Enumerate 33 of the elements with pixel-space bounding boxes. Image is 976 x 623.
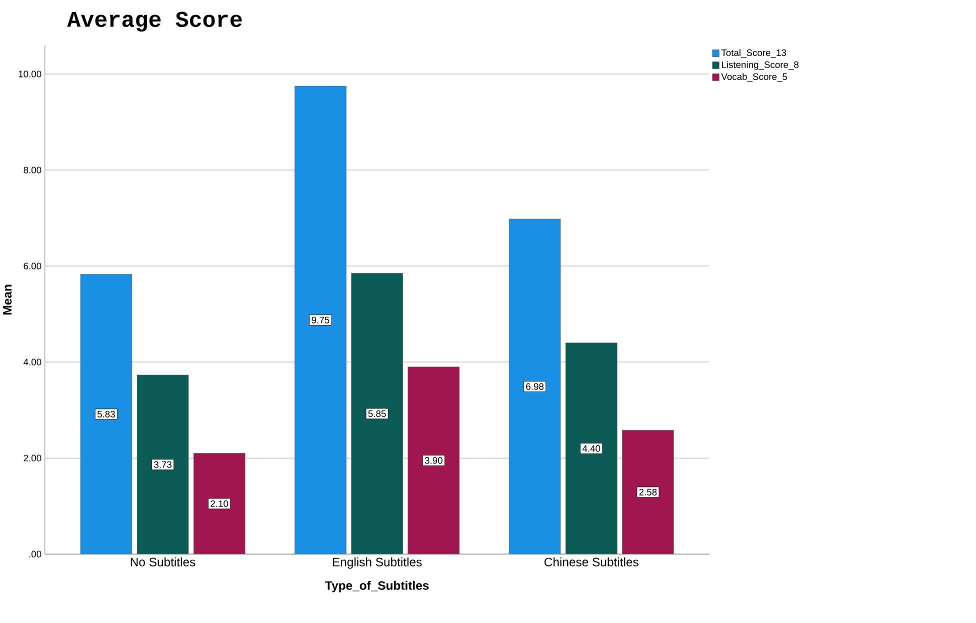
y-axis-title: Mean — [3, 284, 12, 314]
y-tick-label: 4.00 — [24, 358, 42, 366]
data-label: 6.98 — [526, 383, 544, 390]
data-label: 3.73 — [154, 461, 172, 468]
x-tick-label: No Subtitles — [130, 557, 196, 566]
bar — [351, 273, 403, 554]
bar — [193, 453, 246, 554]
y-tick-label: 6.00 — [24, 262, 42, 270]
legend-label: Listening_Score_8 — [722, 61, 799, 70]
data-label: 3.90 — [424, 457, 442, 464]
bar — [80, 274, 132, 554]
legend-label: Total_Score_13 — [721, 49, 786, 58]
bar — [136, 374, 189, 554]
data-label: 5.85 — [368, 410, 386, 418]
data-label: 9.75 — [312, 316, 330, 324]
bar — [622, 430, 674, 554]
data-label: 5.83 — [97, 410, 115, 418]
bar — [408, 366, 460, 554]
legend-label: Vocab_Score_5 — [721, 73, 788, 82]
x-axis-title: Type_of_Subtitles — [325, 580, 429, 592]
y-tick-label: 8.00 — [24, 166, 42, 174]
chart-title: Average Score — [67, 12, 242, 32]
x-tick-label: Chinese Subtitles — [544, 557, 638, 566]
data-label: 2.58 — [639, 488, 657, 496]
data-label: 2.10 — [210, 500, 228, 508]
y-tick-label: 2.00 — [24, 454, 42, 462]
bar — [508, 218, 561, 554]
data-label: 4.40 — [582, 445, 600, 452]
x-tick-label: English Subtitles — [332, 557, 422, 569]
bar — [565, 342, 618, 554]
bar — [294, 86, 346, 554]
y-tick-label: 10.00 — [18, 70, 42, 78]
y-tick-label: .00 — [29, 550, 42, 558]
